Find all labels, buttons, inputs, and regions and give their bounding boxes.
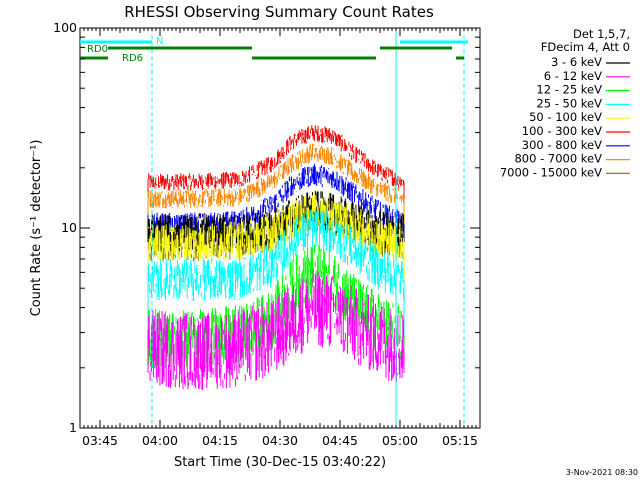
data-layer xyxy=(147,125,405,391)
x-tick-label: 04:00 xyxy=(142,433,178,448)
x-tick-label: 04:30 xyxy=(262,433,298,448)
y-tick-label: 1 xyxy=(69,420,77,435)
x-tick-label: 04:15 xyxy=(202,433,238,448)
rd0-label: RD0 xyxy=(87,44,108,55)
legend-header-line-1: Det 1,5,7, xyxy=(573,27,630,41)
x-tick-label: 05:15 xyxy=(442,433,478,448)
series-trace xyxy=(147,143,404,209)
n-label: N xyxy=(156,36,163,47)
plot-area: N RD0 RD6 xyxy=(79,27,481,429)
y-axis-label: Count Rate (s⁻¹ detector⁻¹) xyxy=(29,140,44,317)
legend-item-label: 12 - 25 keV xyxy=(536,83,602,97)
x-tick-label: 03:45 xyxy=(82,433,118,448)
y-tick-label: 10 xyxy=(61,220,77,235)
chart-title: RHESSI Observing Summary Count Rates xyxy=(124,3,434,21)
series-trace xyxy=(147,269,404,391)
x-tick-label: 04:45 xyxy=(322,433,358,448)
series-trace xyxy=(147,208,404,302)
axes-layer: 03:45 04:00 04:15 04:30 04:45 05:00 05:15 1 10 10… xyxy=(53,20,480,448)
legend-header-line-2: FDecim 4, Att 0 xyxy=(541,40,630,54)
legend-item-label: 25 - 50 keV xyxy=(536,96,602,110)
legend-item-label: 300 - 800 keV xyxy=(522,138,602,152)
legend-item-label: 7000 - 15000 keV xyxy=(500,165,602,179)
y-tick-label: 100 xyxy=(53,20,77,35)
attenuator-bar-layer: N RD0 RD6 xyxy=(80,36,468,64)
legend-item-label: 800 - 7000 keV xyxy=(514,152,602,166)
rd6-label: RD6 xyxy=(122,53,143,64)
date-stamp: 3-Nov-2021 08:30 xyxy=(566,468,638,477)
legend-item-label: 3 - 6 keV xyxy=(551,55,602,69)
legend-item-label: 100 - 300 keV xyxy=(522,124,602,138)
legend-item-label: 6 - 12 keV xyxy=(544,69,602,83)
x-tick-label: 05:00 xyxy=(382,433,418,448)
legend-item-label: 50 - 100 keV xyxy=(529,110,602,124)
marker-layer xyxy=(151,28,465,428)
x-axis-label: Start Time (30-Dec-15 03:40:22) xyxy=(174,455,386,470)
